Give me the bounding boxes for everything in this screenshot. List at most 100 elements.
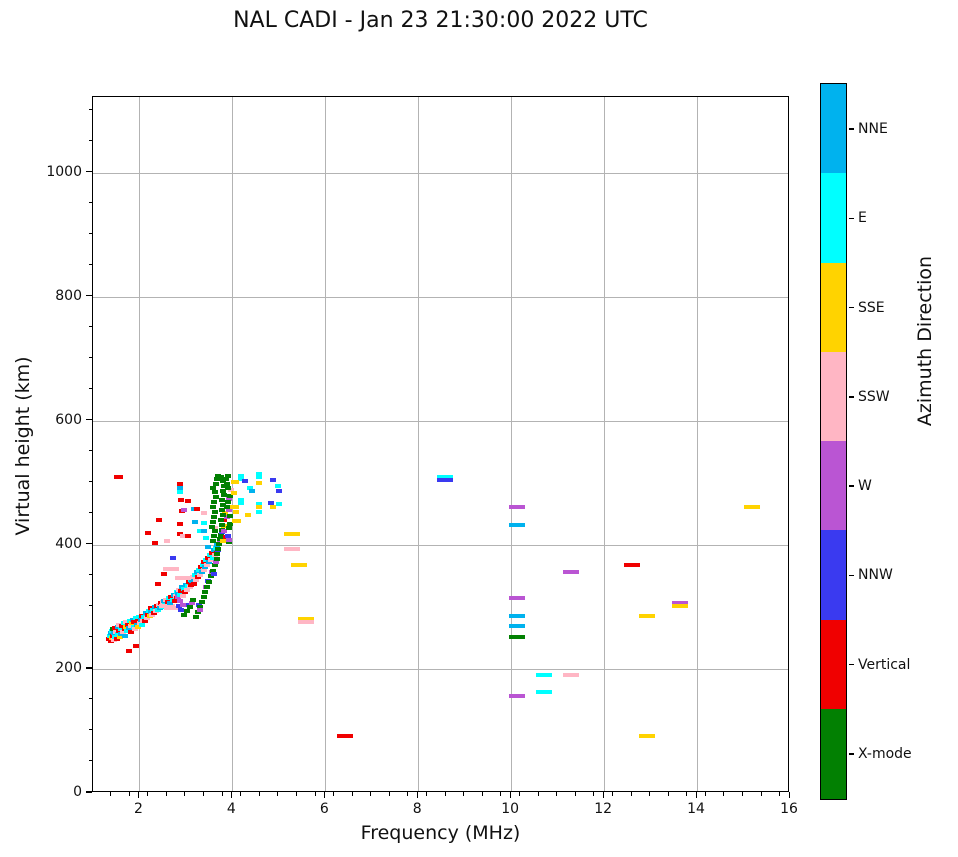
gridline-y — [93, 668, 788, 670]
echo-point — [211, 529, 218, 534]
echo-point — [210, 548, 217, 553]
echo-point — [159, 603, 176, 608]
y-minor-tick — [88, 357, 92, 359]
echo-point — [211, 499, 218, 504]
echo-point — [509, 595, 526, 600]
gridline-x — [139, 97, 141, 791]
echo-point — [297, 620, 314, 625]
gridline-x — [232, 97, 234, 791]
echo-point — [256, 475, 263, 480]
x-major-tick — [509, 792, 511, 798]
echo-point — [237, 497, 244, 502]
chart-title: NAL CADI - Jan 23 21:30:00 2022 UTC — [233, 8, 648, 33]
y-minor-tick — [88, 636, 92, 638]
echo-point — [174, 575, 191, 580]
echo-point — [180, 533, 187, 538]
y-minor-tick — [88, 202, 92, 204]
echo-point — [274, 483, 281, 488]
echo-point — [113, 636, 120, 641]
y-minor-tick — [88, 450, 92, 452]
echo-point — [181, 590, 188, 595]
echo-point — [196, 529, 203, 534]
echo-point — [194, 610, 201, 615]
x-minor-tick — [407, 792, 409, 796]
colorbar-title: Azimuth Direction — [914, 255, 936, 427]
echo-point — [219, 523, 226, 528]
echo-point — [297, 616, 314, 621]
x-minor-tick — [667, 792, 669, 796]
echo-point — [562, 673, 579, 678]
echo-point — [230, 491, 237, 495]
y-minor-tick — [88, 109, 92, 111]
echo-point — [156, 518, 163, 523]
echo-point — [237, 473, 244, 478]
echo-point — [639, 733, 656, 738]
echo-point — [131, 620, 138, 625]
echo-point — [212, 509, 219, 514]
echo-point — [256, 501, 263, 506]
echo-point — [216, 541, 223, 546]
echo-point — [535, 690, 552, 695]
echo-point — [437, 477, 454, 482]
echo-point — [196, 572, 203, 577]
x-major-tick — [602, 792, 604, 798]
x-minor-tick — [556, 792, 558, 796]
x-minor-tick — [426, 792, 428, 796]
echo-point — [337, 734, 354, 739]
echo-point — [219, 488, 226, 493]
echo-point — [224, 499, 231, 504]
x-tick-label: 4 — [226, 801, 236, 817]
gridline-x — [604, 97, 606, 791]
echo-point — [141, 618, 148, 623]
x-minor-tick — [779, 792, 781, 796]
y-tick-label: 0 — [73, 784, 82, 800]
echo-point — [209, 555, 216, 560]
y-axis-label: Virtual height (km) — [12, 356, 34, 536]
echo-point — [232, 518, 239, 523]
echo-point — [134, 618, 141, 623]
x-minor-tick — [760, 792, 762, 796]
echo-point — [192, 520, 199, 525]
echo-point — [151, 611, 158, 616]
echo-point — [218, 532, 225, 537]
echo-point — [213, 477, 220, 482]
echo-point — [207, 558, 214, 562]
echo-point — [200, 529, 207, 534]
echo-point — [235, 518, 242, 523]
x-minor-tick — [128, 792, 130, 796]
echo-point — [178, 607, 185, 612]
echo-point — [217, 474, 224, 479]
y-minor-tick — [88, 140, 92, 142]
y-minor-tick — [88, 264, 92, 266]
y-minor-tick — [88, 233, 92, 235]
x-minor-tick — [314, 792, 316, 796]
colorbar-segment-label: SSW — [858, 388, 890, 405]
echo-point — [121, 633, 128, 638]
echo-point — [219, 513, 226, 518]
echo-point — [210, 514, 217, 519]
echo-point — [227, 494, 234, 499]
x-minor-tick — [630, 792, 632, 796]
echo-point — [185, 580, 192, 585]
echo-point — [270, 477, 277, 482]
echo-point — [221, 517, 228, 522]
colorbar-segment-label: E — [858, 210, 867, 227]
x-minor-tick — [649, 792, 651, 796]
echo-point — [119, 623, 126, 628]
echo-point — [117, 626, 124, 631]
echo-point — [256, 509, 263, 514]
x-major-tick — [230, 792, 233, 798]
echo-point — [186, 585, 193, 590]
x-tick-label: 6 — [319, 801, 329, 817]
colorbar-segment-nne — [821, 84, 846, 174]
echo-point — [191, 507, 198, 512]
echo-point — [209, 519, 216, 524]
x-minor-tick — [110, 792, 112, 796]
x-tick-label: 10 — [501, 801, 520, 817]
echo-point — [124, 628, 131, 633]
x-minor-tick — [221, 792, 223, 796]
echo-point — [283, 546, 300, 551]
echo-point — [132, 627, 139, 632]
echo-point — [170, 556, 177, 561]
x-major-tick — [695, 792, 697, 798]
